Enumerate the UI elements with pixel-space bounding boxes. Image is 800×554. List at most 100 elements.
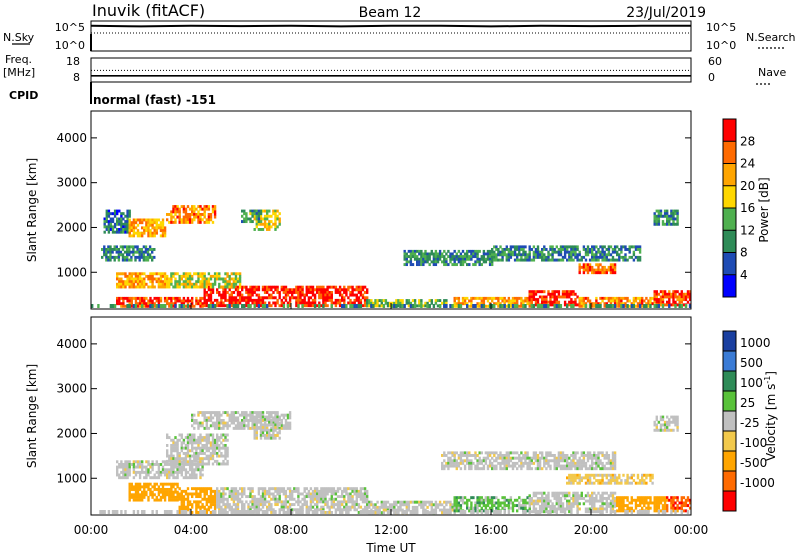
heatmap-cell xyxy=(349,285,352,289)
heatmap-cell xyxy=(676,220,679,224)
heatmap-cell xyxy=(157,280,161,284)
heatmap-cell xyxy=(182,296,186,300)
heatmap-cell xyxy=(226,438,229,442)
heatmap-cell xyxy=(386,505,390,509)
heatmap-cell xyxy=(174,205,177,209)
heatmap-cell xyxy=(278,431,281,435)
heatmap-cell xyxy=(107,255,110,259)
heatmap-cell xyxy=(553,248,556,251)
heatmap-cell xyxy=(245,424,248,428)
heatmap-cell xyxy=(184,473,188,477)
heatmap-cell xyxy=(688,298,692,302)
heatmap-cell xyxy=(168,463,171,466)
heatmap-cell xyxy=(374,304,377,308)
heatmap-cell xyxy=(670,222,673,226)
heatmap-cell xyxy=(513,504,517,508)
heatmap-cell xyxy=(107,222,111,226)
heatmap-cell xyxy=(570,298,573,302)
heatmap-cell xyxy=(245,301,248,305)
heatmap-cell xyxy=(566,250,569,254)
heatmap-cell xyxy=(195,282,198,286)
heatmap-cell xyxy=(184,274,188,278)
heatmap-cell xyxy=(213,500,217,504)
heatmap-cell xyxy=(522,506,525,510)
heatmap-cell xyxy=(324,296,327,300)
heatmap-cell xyxy=(155,223,158,227)
heatmap-cell xyxy=(655,304,658,308)
heatmap-cell xyxy=(180,302,183,306)
heatmap-cell xyxy=(132,272,136,276)
heatmap-cell xyxy=(357,291,361,294)
heatmap-cell xyxy=(413,252,417,256)
heatmap-cell xyxy=(355,503,358,507)
heatmap-cell xyxy=(218,301,221,305)
heatmap-cell xyxy=(188,272,192,276)
heatmap-cell xyxy=(186,304,190,308)
heatmap-cell xyxy=(138,248,141,251)
heatmap-cell xyxy=(536,290,540,294)
heatmap-cell xyxy=(134,498,138,502)
heatmap-cell xyxy=(128,468,131,472)
heatmap-cell xyxy=(668,214,671,218)
heatmap-cell xyxy=(128,285,131,289)
heatmap-cell xyxy=(449,503,452,507)
heatmap-cell xyxy=(218,495,221,499)
heatmap-cell xyxy=(172,205,175,209)
heatmap-cell xyxy=(538,250,542,254)
heatmap-cell xyxy=(459,506,463,510)
heatmap-cell xyxy=(499,258,502,262)
heatmap-cell xyxy=(159,304,163,308)
heatmap-cell xyxy=(305,304,308,308)
heatmap-cell xyxy=(441,461,444,465)
heatmap-cell xyxy=(278,418,281,422)
heatmap-cell xyxy=(613,491,617,495)
heatmap-cell xyxy=(643,504,646,508)
heatmap-cell xyxy=(620,250,623,254)
colorbar-swatch xyxy=(723,185,736,209)
heatmap-cell xyxy=(184,299,188,303)
heatmap-cell xyxy=(163,299,167,303)
heatmap-cell xyxy=(488,263,492,267)
heatmap-cell xyxy=(426,260,429,264)
heatmap-cell xyxy=(199,274,202,278)
heatmap-cell xyxy=(266,500,269,504)
heatmap-cell xyxy=(482,501,486,505)
heatmap-cell xyxy=(253,288,256,292)
heatmap-cell xyxy=(172,272,175,276)
heatmap-cell xyxy=(220,462,223,466)
heatmap-cell xyxy=(282,505,286,509)
heatmap-cell xyxy=(593,302,596,306)
heatmap-cell xyxy=(476,504,479,508)
heatmap-cell xyxy=(266,296,269,300)
heatmap-cell xyxy=(213,489,217,493)
heatmap-cell xyxy=(605,271,608,275)
heatmap-cell xyxy=(141,280,144,284)
heatmap-cell xyxy=(603,502,606,506)
heatmap-cell xyxy=(141,495,144,499)
heatmap-cell xyxy=(532,304,536,308)
heatmap-cell xyxy=(672,496,675,500)
heatmap-cell xyxy=(501,296,504,300)
heatmap-cell xyxy=(611,250,615,254)
heatmap-cell xyxy=(186,503,190,507)
heatmap-cell xyxy=(326,500,329,504)
heatmap-cell xyxy=(441,301,444,305)
heatmap-cell xyxy=(128,302,131,306)
heatmap-cell xyxy=(174,302,177,306)
heatmap-cell xyxy=(203,210,206,214)
heatmap-cell xyxy=(180,299,183,303)
heatmap-cell xyxy=(170,304,173,308)
heatmap-cell xyxy=(295,489,298,493)
heatmap-cell xyxy=(530,502,533,506)
heatmap-cell xyxy=(620,302,623,306)
heatmap-cell xyxy=(424,301,427,305)
heatmap-cell xyxy=(228,277,231,281)
heatmap-cell xyxy=(338,293,342,297)
heatmap-cell xyxy=(543,298,546,302)
heatmap-cell xyxy=(291,503,294,507)
heatmap-cell xyxy=(597,248,600,251)
heatmap-cell xyxy=(534,491,538,495)
heatmap-cell xyxy=(457,255,461,259)
heatmap-cell xyxy=(180,220,183,224)
heatmap-cell xyxy=(205,285,208,289)
